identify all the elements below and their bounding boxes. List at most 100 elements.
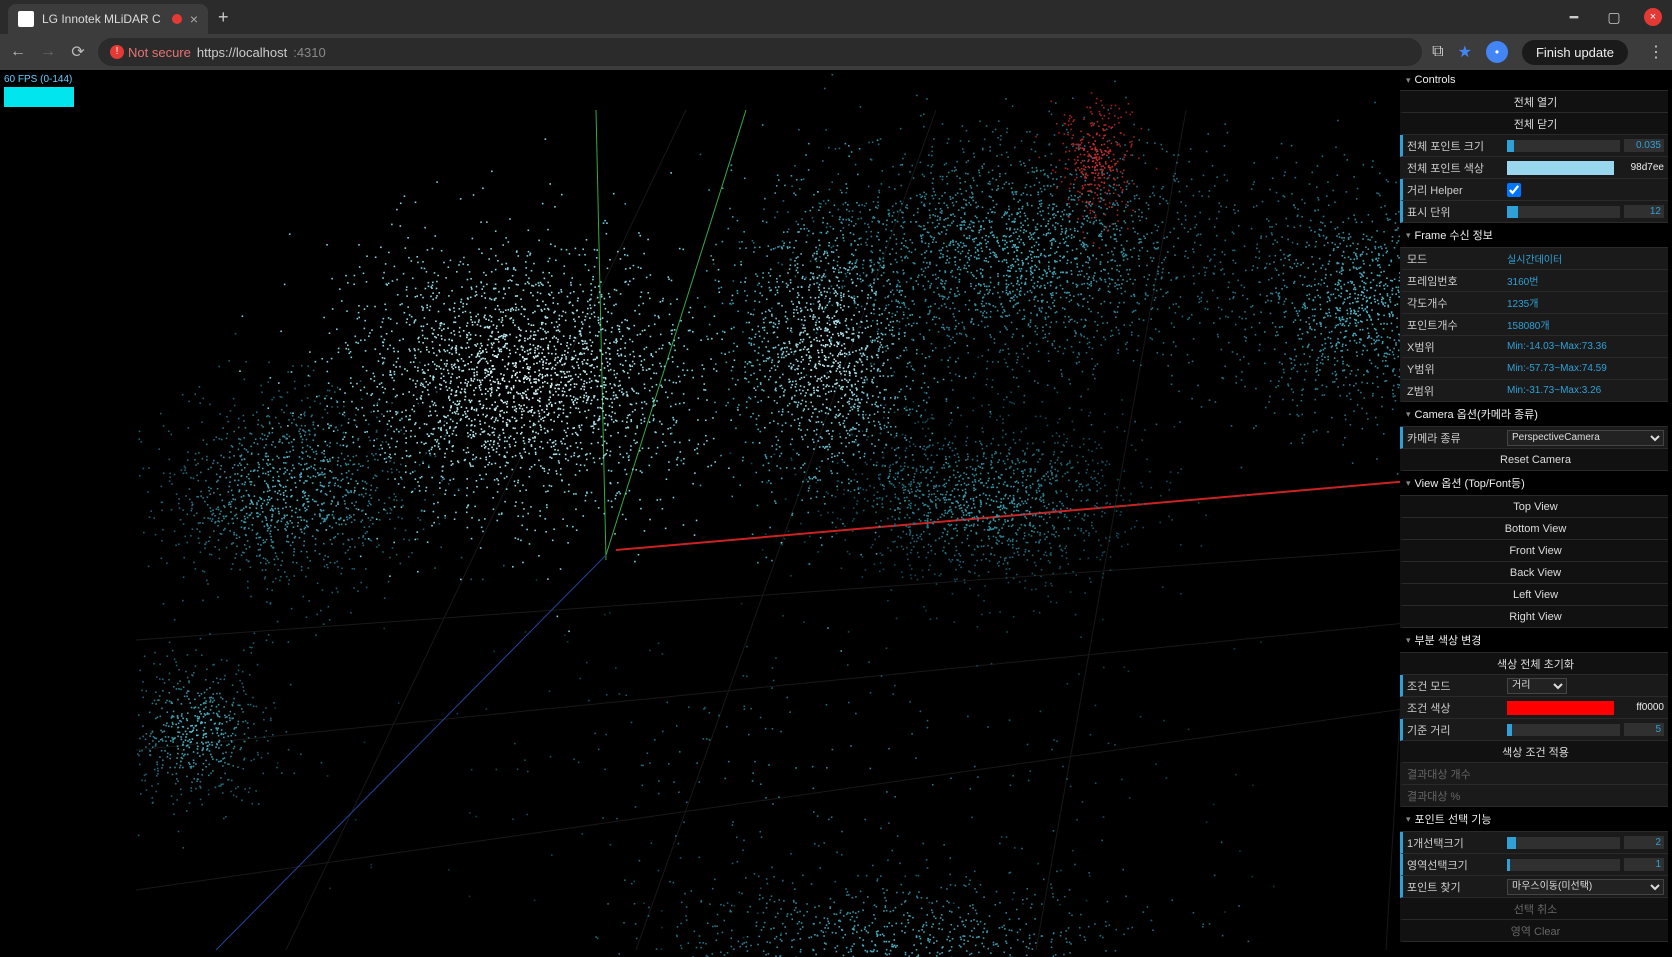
install-icon[interactable]: ⧉: [1432, 43, 1443, 61]
open-all-button[interactable]: 전체 열기: [1400, 91, 1668, 113]
folder-pick[interactable]: 포인트 선택 기능: [1400, 807, 1668, 832]
x-value: Min:-14.03~Max:73.36: [1507, 341, 1664, 352]
browser-titlebar: LG Innotek MLiDAR C × + ━ ▢ ×: [0, 0, 1672, 34]
not-secure-label: Not secure: [128, 45, 191, 60]
helper-row[interactable]: 거리 Helper: [1400, 179, 1668, 201]
left-view-button[interactable]: Left View: [1400, 584, 1668, 606]
pick-one-value[interactable]: [1624, 836, 1664, 849]
close-icon[interactable]: ×: [190, 11, 198, 27]
url-host: https://localhost: [197, 45, 287, 60]
back-button[interactable]: ←: [8, 43, 28, 61]
cond-color-row[interactable]: 조건 색상: [1400, 697, 1668, 719]
y-label: Y범위: [1407, 361, 1507, 377]
back-view-button[interactable]: Back View: [1400, 562, 1668, 584]
folder-color[interactable]: 부분 색상 변경: [1400, 628, 1668, 653]
point-color-swatch[interactable]: [1507, 161, 1614, 175]
base-dist-value[interactable]: [1624, 723, 1664, 736]
pick-clear-button[interactable]: 영역 Clear: [1400, 920, 1668, 942]
window-close-button[interactable]: ×: [1644, 8, 1662, 26]
point-size-value[interactable]: [1624, 139, 1664, 152]
address-bar: ← → ⟳ ! Not secure https://localhost :431…: [0, 34, 1672, 70]
pick-one-label: 1개선택크기: [1407, 835, 1507, 851]
angles-value: 1235개: [1507, 295, 1664, 310]
mode-label: 모드: [1407, 251, 1507, 267]
point-size-label: 전체 포인트 크기: [1407, 138, 1507, 154]
frameno-label: 프레임번호: [1407, 273, 1507, 289]
point-color-row[interactable]: 전체 포인트 색상: [1400, 157, 1668, 179]
apply-color-button[interactable]: 색상 조건 적용: [1400, 741, 1668, 763]
bookmark-icon[interactable]: ★: [1458, 42, 1472, 62]
fps-label: 60 FPS (0-144): [4, 74, 72, 85]
point-size-slider[interactable]: [1507, 140, 1620, 152]
pick-find-row[interactable]: 포인트 찾기 마우스이동(미선택): [1400, 876, 1668, 898]
helper-label: 거리 Helper: [1407, 182, 1507, 198]
cond-color-swatch[interactable]: [1507, 701, 1614, 715]
cond-mode-label: 조건 모드: [1407, 678, 1507, 694]
pick-cancel-button[interactable]: 선택 취소: [1400, 898, 1668, 920]
profile-avatar[interactable]: •: [1486, 41, 1508, 63]
bottom-view-button[interactable]: Bottom View: [1400, 518, 1668, 540]
control-panel: Controls 전체 열기 전체 닫기 전체 포인트 크기 전체 포인트 색상…: [1400, 70, 1668, 942]
pick-one-slider[interactable]: [1507, 837, 1620, 849]
pick-area-slider[interactable]: [1507, 859, 1620, 871]
minimize-button[interactable]: ━: [1554, 0, 1594, 34]
new-tab-button[interactable]: +: [218, 7, 229, 28]
pick-area-row[interactable]: 영역선택크기: [1400, 854, 1668, 876]
folder-view[interactable]: View 옵션 (Top/Font등): [1400, 471, 1668, 496]
url-box[interactable]: ! Not secure https://localhost :4310: [98, 38, 1422, 66]
pick-one-row[interactable]: 1개선택크기: [1400, 832, 1668, 854]
camera-type-select[interactable]: PerspectiveCamera: [1507, 430, 1664, 446]
x-label: X범위: [1407, 339, 1507, 355]
pick-area-value[interactable]: [1624, 858, 1664, 871]
helper-checkbox[interactable]: [1507, 183, 1521, 197]
pick-area-label: 영역선택크기: [1407, 857, 1507, 873]
unit-value[interactable]: [1624, 205, 1664, 218]
right-view-button[interactable]: Right View: [1400, 606, 1668, 628]
warning-icon: !: [110, 45, 124, 59]
browser-tab[interactable]: LG Innotek MLiDAR C ×: [8, 4, 208, 34]
frameno-value: 3160번: [1507, 273, 1664, 288]
menu-icon[interactable]: ⋮: [1648, 42, 1664, 62]
unit-label: 표시 단위: [1407, 204, 1507, 220]
folder-controls[interactable]: Controls: [1400, 70, 1668, 91]
fps-badge: 60 FPS (0-144): [4, 74, 74, 107]
reset-camera-button[interactable]: Reset Camera: [1400, 449, 1668, 471]
cond-color-label: 조건 색상: [1407, 700, 1507, 716]
finish-update-button[interactable]: Finish update: [1522, 40, 1628, 65]
point-color-label: 전체 포인트 색상: [1407, 160, 1507, 176]
pick-find-select[interactable]: 마우스이동(미선택): [1507, 879, 1664, 895]
folder-camera[interactable]: Camera 옵션(카메라 종류): [1400, 402, 1668, 427]
pick-find-label: 포인트 찾기: [1407, 879, 1507, 895]
unit-slider[interactable]: [1507, 206, 1620, 218]
tab-title: LG Innotek MLiDAR C: [42, 12, 164, 26]
base-dist-row[interactable]: 기준 거리: [1400, 719, 1668, 741]
z-label: Z범위: [1407, 383, 1507, 399]
url-port: :4310: [293, 45, 326, 60]
close-all-button[interactable]: 전체 닫기: [1400, 113, 1668, 135]
camera-type-label: 카메라 종류: [1407, 430, 1507, 446]
forward-button[interactable]: →: [38, 43, 58, 61]
point-size-row[interactable]: 전체 포인트 크기: [1400, 135, 1668, 157]
camera-type-row[interactable]: 카메라 종류 PerspectiveCamera: [1400, 427, 1668, 449]
points-label: 포인트개수: [1407, 317, 1507, 333]
cond-color-hex[interactable]: [1618, 702, 1664, 713]
maximize-button[interactable]: ▢: [1594, 0, 1634, 34]
recording-icon: [172, 14, 182, 24]
cond-mode-row[interactable]: 조건 모드 거리: [1400, 675, 1668, 697]
base-dist-slider[interactable]: [1507, 724, 1620, 736]
unit-row[interactable]: 표시 단위: [1400, 201, 1668, 223]
z-value: Min:-31.73~Max:3.26: [1507, 385, 1664, 396]
result-pct-label: 결과대상 %: [1407, 788, 1507, 804]
point-color-hex[interactable]: [1618, 162, 1664, 173]
folder-frame[interactable]: Frame 수신 정보: [1400, 223, 1668, 248]
not-secure-badge[interactable]: ! Not secure: [110, 45, 191, 60]
front-view-button[interactable]: Front View: [1400, 540, 1668, 562]
angles-label: 각도개수: [1407, 295, 1507, 311]
result-count-label: 결과대상 개수: [1407, 766, 1507, 782]
reload-button[interactable]: ⟳: [68, 42, 88, 62]
points-value: 158080개: [1507, 317, 1664, 332]
reset-colors-button[interactable]: 색상 전체 초기화: [1400, 653, 1668, 675]
top-view-button[interactable]: Top View: [1400, 496, 1668, 518]
base-dist-label: 기준 거리: [1407, 722, 1507, 738]
cond-mode-select[interactable]: 거리: [1507, 678, 1567, 694]
